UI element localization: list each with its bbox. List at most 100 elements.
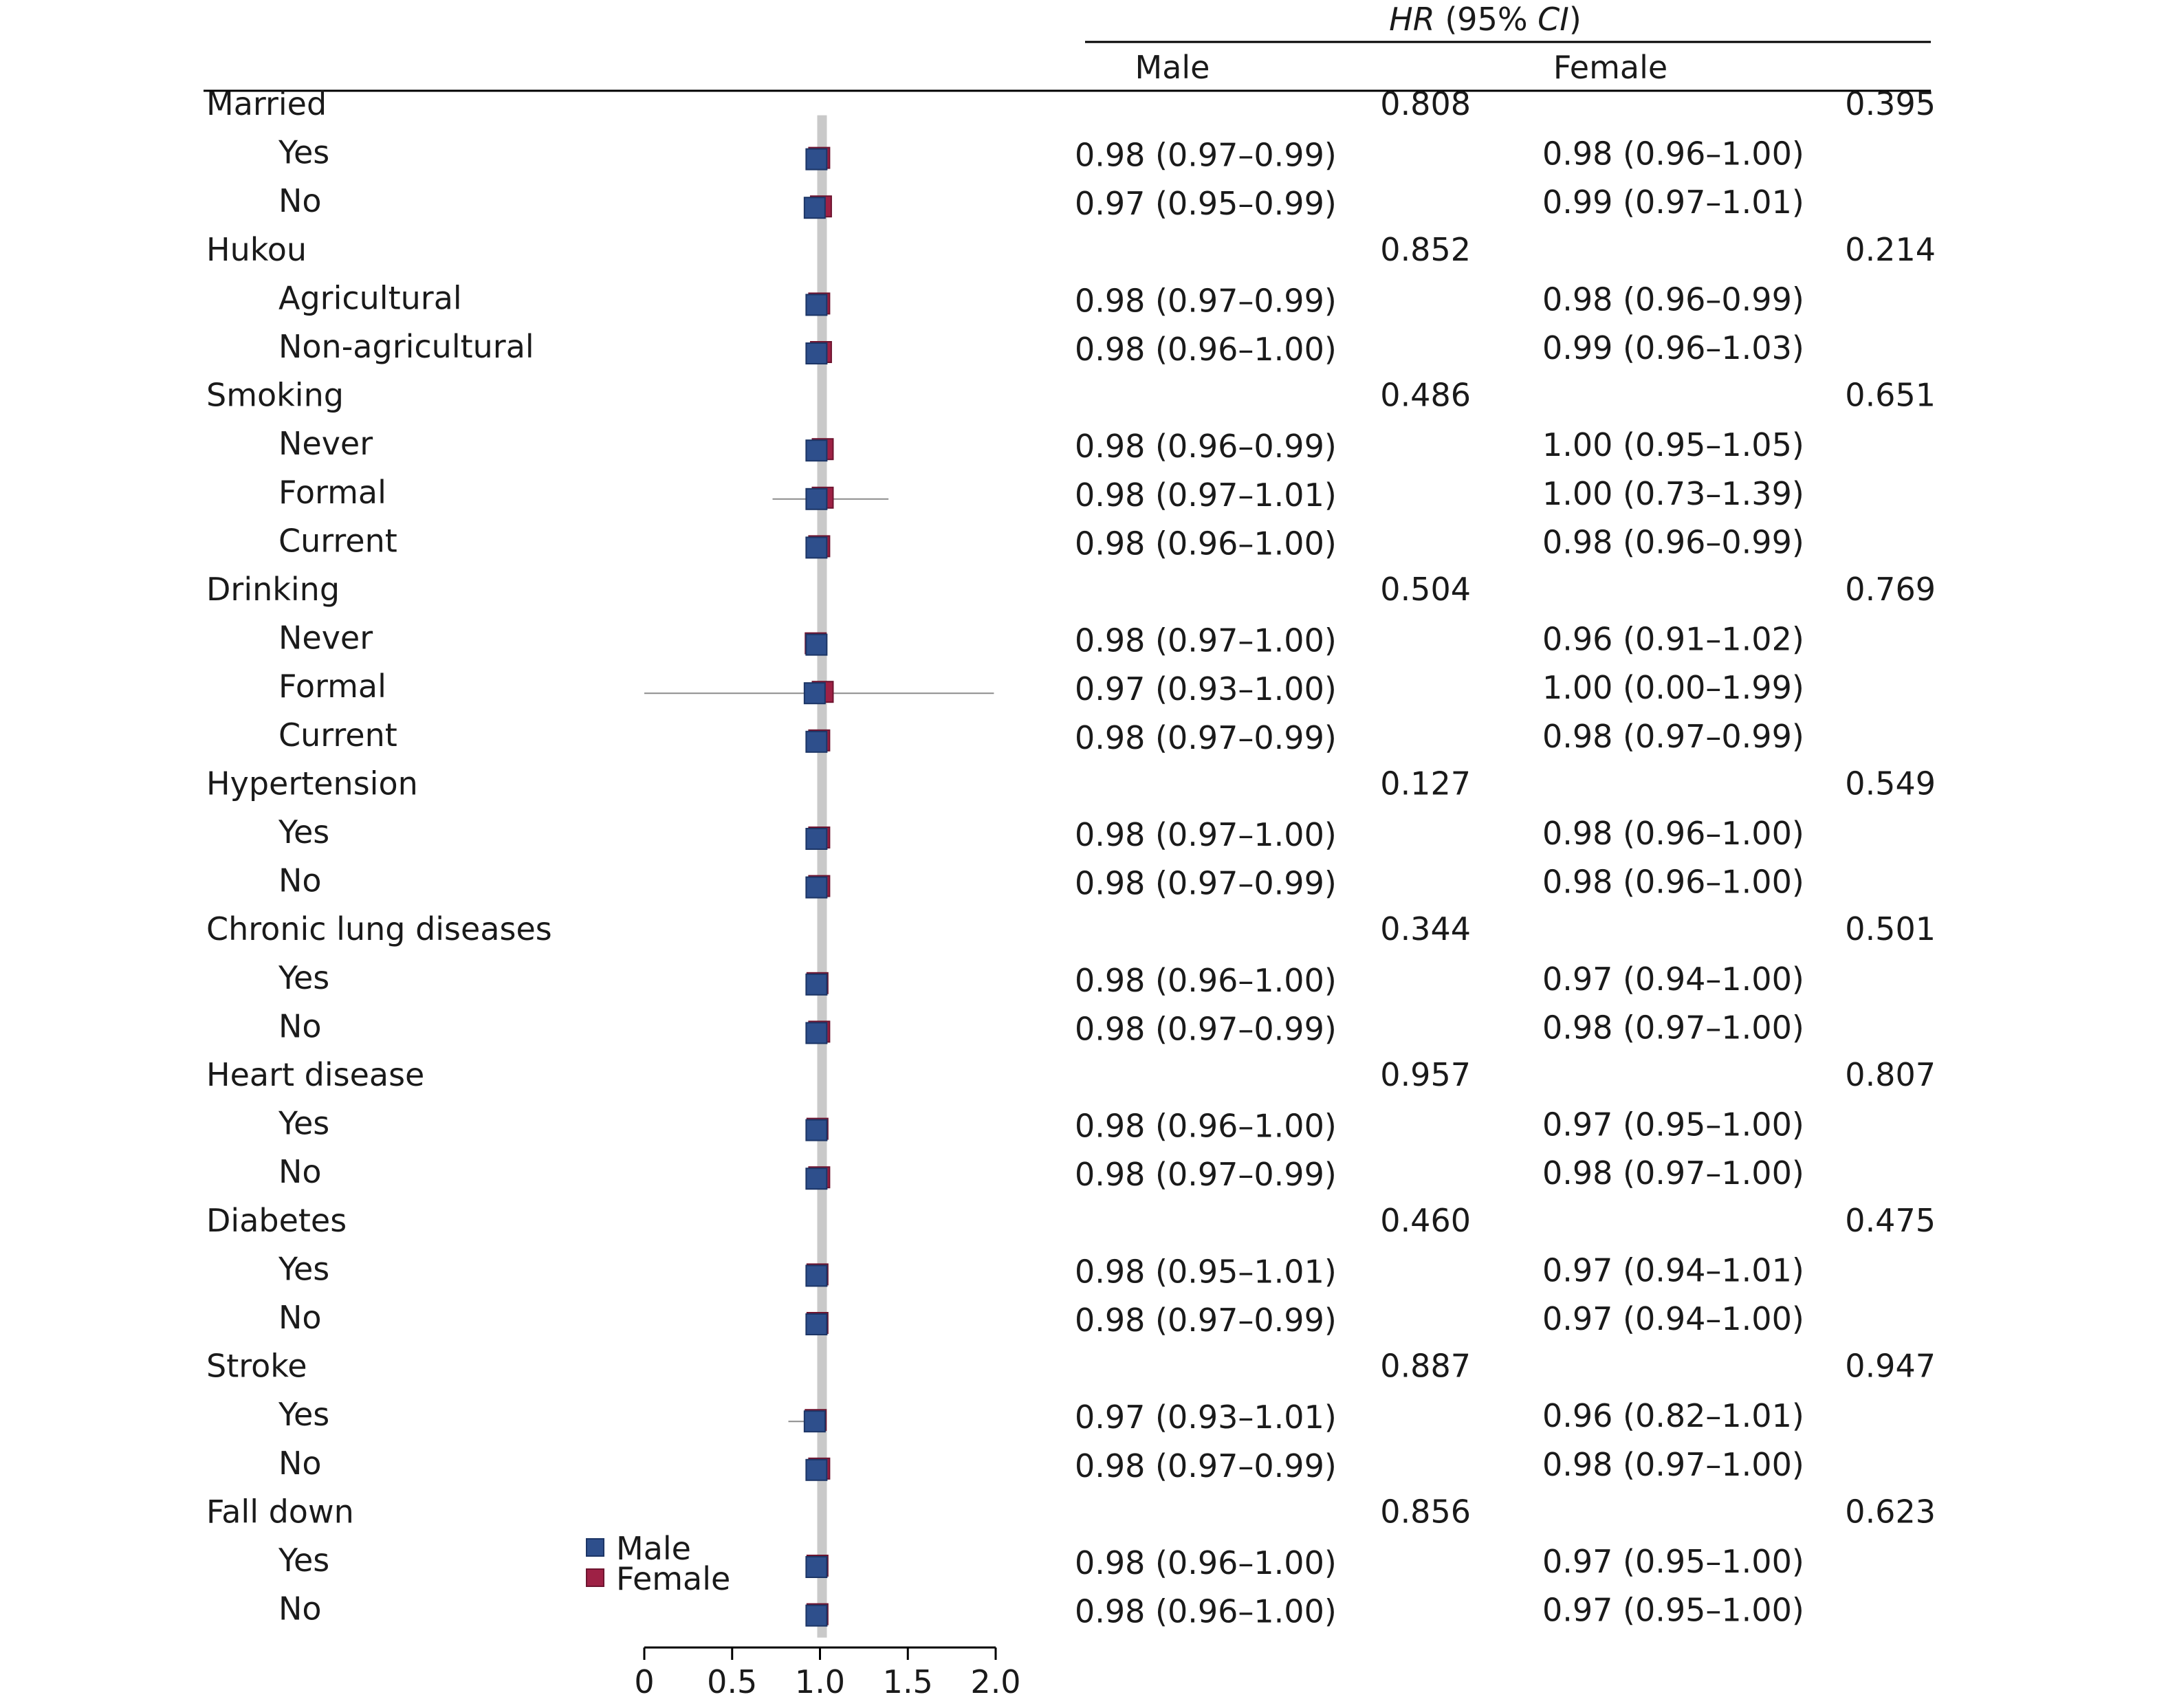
hr-ci-male: 0.98 (0.95–1.01) xyxy=(1075,1253,1337,1290)
row-label: No xyxy=(278,862,322,899)
row-label: Smoking xyxy=(206,377,344,414)
subgroup-row: Yes 0.98 (0.95–1.01) 0.97 (0.94–1.01) xyxy=(278,1250,1804,1290)
hr-ci-female: 0.97 (0.94–1.01) xyxy=(1542,1251,1804,1289)
row-label: No xyxy=(278,1153,322,1190)
subgroup-row: No 0.98 (0.97–0.99) 0.98 (0.97–1.00) xyxy=(278,1153,1804,1193)
marker-male xyxy=(805,828,828,850)
hr-ci-male: 0.98 (0.96–0.99) xyxy=(1075,428,1337,465)
p-value-female: 0.214 xyxy=(1845,231,1936,268)
subgroup-row: Never 0.98 (0.97–1.00) 0.96 (0.91–1.02) xyxy=(278,620,1804,659)
row-label: No xyxy=(278,1007,322,1044)
marker-male xyxy=(805,1313,828,1335)
hr-ci-male: 0.98 (0.97–0.99) xyxy=(1075,282,1337,319)
hr-ci-female: 0.98 (0.97–1.00) xyxy=(1542,1154,1804,1192)
legend-swatch-male xyxy=(586,1538,604,1557)
marker-male xyxy=(805,1022,828,1044)
subgroup-row: No 0.98 (0.97–0.99) 0.97 (0.94–1.00) xyxy=(278,1299,1804,1339)
hr-header-label: HR xyxy=(1389,1,1435,38)
group-row: Married 0.808 0.395 xyxy=(206,85,1936,122)
marker-male xyxy=(803,197,826,219)
hr-ci-male: 0.98 (0.97–0.99) xyxy=(1075,719,1337,756)
table-header: HR (95% CI) Male Female xyxy=(204,1,1931,92)
subgroup-row: Yes 0.98 (0.96–1.00) 0.97 (0.95–1.00) xyxy=(278,1105,1804,1145)
ci-prefix: (95% xyxy=(1435,1,1538,38)
hr-ci-male: 0.98 (0.97–0.99) xyxy=(1075,137,1337,174)
subgroup-row: No 0.98 (0.97–0.99) 0.98 (0.96–1.00) xyxy=(278,862,1804,902)
marker-male xyxy=(805,1168,828,1190)
row-label: Hypertension xyxy=(206,765,418,802)
row-label: Yes xyxy=(278,1542,329,1579)
subgroup-row: No 0.98 (0.97–0.99) 0.98 (0.97–1.00) xyxy=(278,1445,1804,1485)
row-label: Never xyxy=(278,620,373,657)
subgroup-row: Yes 0.97 (0.93–1.01) 0.96 (0.82–1.01) xyxy=(278,1396,1804,1436)
subgroup-row: Yes 0.98 (0.96–1.00) 0.97 (0.95–1.00) xyxy=(278,1542,1804,1581)
row-label: Fall down xyxy=(206,1493,354,1530)
hr-ci-female: 0.98 (0.96–0.99) xyxy=(1542,523,1804,560)
marker-male xyxy=(805,730,828,753)
rows: Married 0.808 0.395 Yes 0.98 (0.97–0.99) 0.98… xyxy=(206,85,1936,1630)
p-value-male: 0.504 xyxy=(1380,571,1471,608)
ci-suffix: ) xyxy=(1569,1,1582,38)
row-label: No xyxy=(278,1299,322,1336)
group-row: Hypertension 0.127 0.549 xyxy=(206,765,1936,802)
marker-male xyxy=(803,682,826,705)
subgroup-row: No 0.98 (0.97–0.99) 0.98 (0.97–1.00) xyxy=(278,1007,1804,1047)
hr-ci-female: 0.99 (0.96–1.03) xyxy=(1542,329,1804,366)
hr-ci-male: 0.97 (0.93–1.00) xyxy=(1075,670,1337,708)
marker-male xyxy=(805,342,828,364)
x-tick-label: 0 xyxy=(634,1663,654,1700)
hr-ci-male: 0.98 (0.97–0.99) xyxy=(1075,865,1337,902)
row-label: No xyxy=(278,1445,322,1482)
hr-ci-male: 0.97 (0.93–1.01) xyxy=(1075,1399,1337,1436)
row-label: Yes xyxy=(278,959,329,996)
p-value-male: 0.856 xyxy=(1380,1493,1471,1530)
group-row: Hukou 0.852 0.214 xyxy=(206,231,1936,268)
subgroup-row: Yes 0.98 (0.97–1.00) 0.98 (0.96–1.00) xyxy=(278,813,1804,853)
marker-male xyxy=(805,1119,828,1141)
row-label: Diabetes xyxy=(206,1202,347,1239)
row-label: Yes xyxy=(278,1396,329,1433)
p-value-female: 0.769 xyxy=(1845,571,1936,608)
subgroup-row: Agricultural 0.98 (0.97–0.99) 0.98 (0.96–0… xyxy=(278,279,1804,319)
row-label: Current xyxy=(278,522,397,559)
group-row: Stroke 0.887 0.947 xyxy=(206,1348,1936,1385)
legend-swatch-female xyxy=(586,1568,604,1587)
row-label: Yes xyxy=(278,1250,329,1287)
hr-ci-male: 0.97 (0.95–0.99) xyxy=(1075,185,1337,222)
subgroup-row: Current 0.98 (0.96–1.00) 0.98 (0.96–0.99) xyxy=(278,522,1804,562)
hr-ci-female: 0.99 (0.97–1.01) xyxy=(1542,184,1804,221)
row-label: Agricultural xyxy=(278,279,462,316)
hr-ci-male: 0.98 (0.96–1.00) xyxy=(1075,1108,1337,1145)
marker-male xyxy=(805,973,828,996)
p-value-male: 0.486 xyxy=(1380,377,1471,414)
row-label: No xyxy=(278,1590,322,1628)
row-label: Current xyxy=(278,716,397,754)
row-label: Hukou xyxy=(206,231,307,268)
hr-ci-male: 0.98 (0.96–1.00) xyxy=(1075,331,1337,368)
p-value-male: 0.127 xyxy=(1380,765,1471,802)
row-label: Never xyxy=(278,425,373,462)
row-label: Formal xyxy=(278,474,386,511)
subgroup-row: Formal 0.97 (0.93–1.00) 1.00 (0.00–1.99) xyxy=(278,668,1804,708)
hr-ci-female: 0.98 (0.97–0.99) xyxy=(1542,718,1804,755)
row-label: Chronic lung diseases xyxy=(206,910,552,948)
hr-ci-female: 0.96 (0.82–1.01) xyxy=(1542,1397,1804,1434)
hr-ci-female: 0.98 (0.96–1.00) xyxy=(1542,864,1804,901)
subgroup-row: Never 0.98 (0.96–0.99) 1.00 (0.95–1.05) xyxy=(278,425,1804,465)
hr-ci-male: 0.98 (0.97–0.99) xyxy=(1075,1156,1337,1193)
p-value-female: 0.623 xyxy=(1845,1493,1936,1530)
hr-ci-female: 0.98 (0.97–1.00) xyxy=(1542,1009,1804,1046)
marker-male xyxy=(805,148,828,171)
x-axis: 0 0.5 1.0 1.5 2.0 xyxy=(634,1646,1021,1700)
row-label: Yes xyxy=(278,813,329,851)
hr-ci-female: 0.97 (0.94–1.00) xyxy=(1542,1300,1804,1337)
group-row: Fall down 0.856 0.623 xyxy=(206,1493,1936,1530)
subgroup-row: Formal 0.98 (0.97–1.01) 1.00 (0.73–1.39) xyxy=(278,474,1804,514)
marker-male xyxy=(805,633,828,656)
marker-male xyxy=(805,876,828,899)
hr-ci-female: 0.98 (0.96–1.00) xyxy=(1542,815,1804,852)
row-label: Heart disease xyxy=(206,1056,424,1093)
hr-ci-female: 0.98 (0.97–1.00) xyxy=(1542,1446,1804,1483)
p-value-female: 0.549 xyxy=(1845,765,1936,802)
